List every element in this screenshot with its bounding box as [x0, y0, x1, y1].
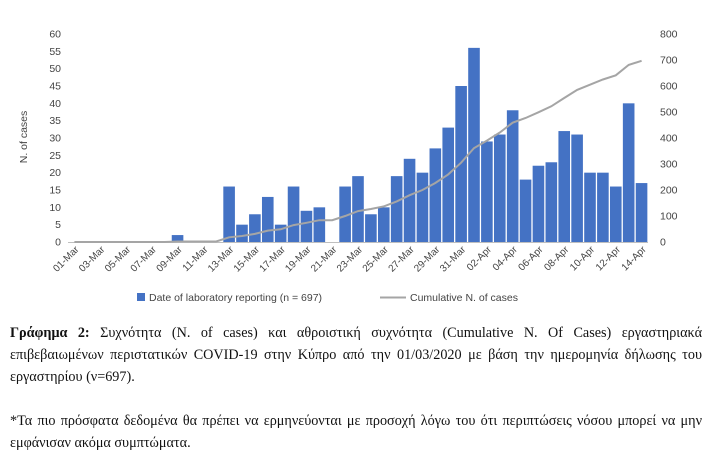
y-tick-label: 30 — [49, 133, 61, 145]
y2-tick-label: 100 — [660, 211, 678, 223]
x-tick-label: 21-Mar — [309, 244, 340, 275]
y-tick-label: 10 — [49, 202, 61, 214]
bar — [390, 176, 403, 242]
y2-tick-label: 300 — [660, 159, 678, 171]
bar — [506, 110, 519, 243]
x-tick-label: 23-Mar — [335, 244, 366, 275]
y-tick-label: 0 — [55, 237, 61, 249]
x-tick-label: 07-Mar — [129, 244, 160, 275]
bar — [416, 172, 429, 242]
bar — [622, 103, 635, 242]
bar — [261, 196, 274, 242]
caption-text: Συχνότητα (N. of cases) και αθροιστική σ… — [10, 325, 703, 385]
y-tick-label: 35 — [49, 115, 61, 127]
y-axis-right: 0 100 200 300 400 500 600 700 800 — [660, 29, 678, 249]
cumulative-line — [74, 59, 642, 243]
bar — [171, 235, 184, 242]
y2-tick-label: 0 — [660, 237, 666, 249]
x-tick-label: 17-Mar — [258, 244, 289, 275]
y2-tick-label: 800 — [660, 29, 678, 41]
legend-bar-swatch — [137, 293, 145, 301]
y-tick-label: 45 — [49, 81, 61, 93]
x-tick-label: 06-Apr — [517, 244, 546, 273]
bar — [287, 186, 300, 242]
bar — [274, 224, 287, 242]
bar — [571, 134, 583, 242]
x-tick-label: 13-Mar — [206, 244, 237, 275]
x-tick-label: 31-Mar — [438, 244, 469, 275]
x-tick-label: 04-Apr — [491, 244, 520, 273]
x-tick-label: 27-Mar — [387, 244, 418, 275]
x-tick-label: 25-Mar — [361, 244, 392, 275]
bar — [223, 186, 235, 242]
y-axis-label: N. of cases — [18, 111, 30, 164]
bar — [609, 186, 622, 242]
x-tick-label: 15-Mar — [232, 244, 263, 275]
y-tick-label: 25 — [49, 150, 61, 162]
bar — [519, 179, 532, 242]
y-tick-label: 5 — [55, 219, 61, 231]
y-tick-label: 20 — [49, 167, 61, 179]
bar — [597, 172, 609, 242]
y-tick-label: 15 — [49, 185, 61, 197]
bar — [635, 183, 648, 242]
x-tick-label: 19-Mar — [283, 244, 314, 275]
x-tick-label: 14-Apr — [620, 244, 649, 273]
caption-note-text: *Τα πιο πρόσφατα δεδομένα θα πρέπει να ε… — [10, 413, 702, 451]
bar — [249, 214, 261, 242]
bar — [429, 148, 442, 242]
bar — [442, 127, 455, 242]
figure-caption: Γράφημα 2: Συχνότητα (N. of cases) και α… — [10, 322, 702, 388]
bar — [545, 162, 558, 242]
y-tick-label: 55 — [49, 46, 61, 58]
bar — [532, 165, 545, 242]
bar — [403, 158, 416, 242]
bar — [339, 186, 351, 242]
x-tick-label: 03-Mar — [77, 244, 108, 275]
bar — [300, 210, 313, 242]
bar — [558, 131, 571, 242]
x-tick-label: 11-Mar — [181, 244, 211, 274]
x-tick-label: 29-Mar — [412, 244, 443, 275]
legend-bar-label: Date of laboratory reporting (n = 697) — [149, 292, 322, 304]
y2-tick-label: 400 — [660, 133, 678, 145]
bar — [584, 172, 596, 242]
x-tick-label: 09-Mar — [155, 244, 186, 275]
legend: Date of laboratory reporting (n = 697) C… — [137, 292, 518, 304]
x-tick-label: 02-Apr — [465, 244, 494, 273]
figure-note: *Τα πιο πρόσφατα δεδομένα θα πρέπει να ε… — [10, 410, 702, 454]
bar-series — [171, 47, 648, 243]
y2-tick-label: 200 — [660, 185, 678, 197]
bar — [352, 176, 364, 242]
bar — [468, 47, 480, 242]
bar — [377, 207, 390, 242]
bar — [236, 224, 248, 242]
chart: 0 5 10 15 20 25 30 35 40 45 50 55 60 0 100 200 300 400 50… — [18, 29, 678, 305]
caption-label: Γράφημα 2: — [10, 325, 90, 341]
x-tick-label: 08-Apr — [542, 244, 571, 273]
y-axis-left: 0 5 10 15 20 25 30 35 40 45 50 55 60 — [49, 29, 61, 249]
x-tick-label: 05-Mar — [103, 244, 134, 275]
y-tick-label: 40 — [49, 98, 61, 110]
y2-tick-label: 700 — [660, 55, 678, 67]
y2-tick-label: 600 — [660, 81, 678, 93]
legend-line-label: Cumulative N. of cases — [410, 292, 518, 304]
x-tick-label: 10-Apr — [568, 244, 597, 273]
y-tick-label: 50 — [49, 63, 61, 75]
bar — [481, 141, 493, 242]
y2-tick-label: 500 — [660, 107, 678, 119]
x-tick-label: 12-Apr — [594, 244, 623, 273]
x-axis: 01-Mar03-Mar05-Mar07-Mar09-Mar11-Mar13-M… — [51, 244, 649, 275]
bar — [493, 134, 506, 242]
y-tick-label: 60 — [49, 29, 61, 41]
bar — [365, 214, 377, 242]
bar — [313, 207, 326, 242]
